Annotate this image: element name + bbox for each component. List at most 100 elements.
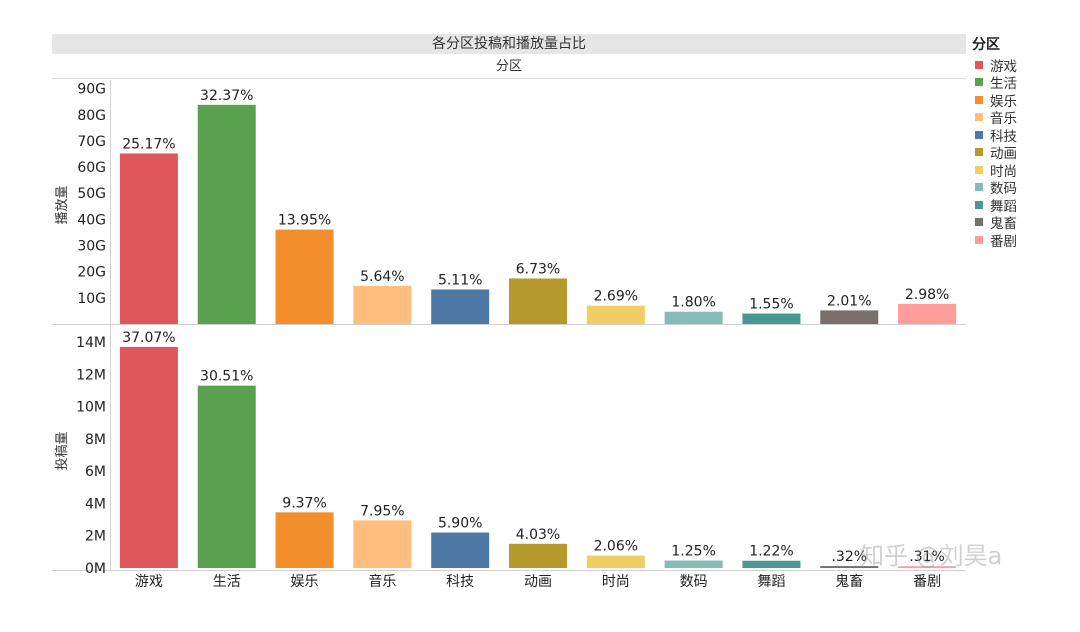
x-tick-label: 数码 [680, 574, 708, 590]
data-label: 2.06% [594, 539, 638, 555]
bar [431, 289, 490, 324]
bar [586, 305, 645, 324]
y-tick-label: 20G [77, 265, 106, 281]
data-label: 2.98% [905, 287, 949, 303]
legend-item: 舞蹈 [972, 196, 1072, 215]
legend-swatch [975, 148, 983, 157]
bar [586, 555, 645, 568]
bar [431, 532, 490, 568]
legend-label: 时尚 [990, 163, 1017, 180]
bar [275, 512, 334, 568]
x-tick-label: 音乐 [368, 573, 396, 590]
y-tick-label: 50G [77, 186, 106, 202]
data-label: 1.22% [749, 544, 793, 560]
legend-label: 科技 [990, 128, 1017, 145]
bar [664, 311, 723, 324]
legend-item: 时尚 [972, 161, 1072, 180]
bar [898, 303, 957, 324]
x-tick-label: 鬼畜 [835, 574, 863, 590]
y-tick-label: 6M [85, 464, 106, 480]
y-tick-label: 40G [77, 212, 106, 228]
legend-label: 生活 [990, 76, 1017, 93]
watermark: 知乎 @刘昊a [860, 542, 1003, 570]
legend-swatch [975, 235, 983, 244]
legend-swatch [975, 165, 983, 174]
x-tick-label: 番剧 [913, 574, 941, 590]
legend-label: 音乐 [990, 111, 1017, 128]
x-tick-label: 时尚 [602, 574, 630, 590]
y-axis-title: 播放量 [55, 185, 70, 224]
legend-label: 娱乐 [990, 93, 1017, 110]
bar [275, 229, 334, 324]
legend: 分区 游戏 生活 娱乐 音乐 科技 动画 时尚 数码 舞蹈 鬼畜 番剧 [972, 34, 1072, 250]
legend-item: 鬼畜 [972, 214, 1072, 232]
legend-item: 娱乐 [972, 91, 1072, 110]
legend-item: 游戏 [972, 56, 1072, 75]
chart-title: 各分区投稿和播放量占比 [52, 34, 966, 54]
data-label: 2.01% [827, 293, 871, 309]
y-tick-label: 10M [76, 400, 106, 416]
legend-label: 鬼畜 [990, 216, 1017, 233]
data-label: 25.17% [122, 136, 175, 152]
bar [119, 153, 178, 324]
data-label: 6.73% [516, 261, 560, 277]
bar [742, 313, 801, 324]
bar [353, 520, 412, 568]
bar [820, 310, 879, 324]
y-axis-title: 投稿量 [54, 431, 70, 470]
y-tick-label: 0M [85, 561, 106, 577]
bar [197, 385, 256, 568]
legend-label: 数码 [990, 181, 1017, 198]
data-label: 5.64% [360, 269, 404, 285]
legend-label: 游戏 [990, 58, 1017, 75]
bar [119, 346, 178, 568]
x-tick-label: 游戏 [135, 574, 163, 590]
bar [197, 104, 256, 324]
legend-title: 分区 [972, 37, 1000, 53]
y-tick-label: 14M [76, 335, 106, 351]
legend-item: 科技 [972, 126, 1072, 145]
legend-swatch [975, 200, 983, 209]
data-label: 1.55% [749, 297, 793, 313]
y-tick-label: 70G [77, 134, 106, 150]
data-label: 9.37% [282, 495, 326, 511]
legend-item: 生活 [972, 74, 1072, 92]
bar [664, 560, 723, 568]
data-label: 37.07% [122, 330, 175, 346]
legend-label: 动画 [990, 146, 1017, 163]
legend-label: 番剧 [990, 233, 1017, 250]
legend-swatch [975, 130, 983, 139]
data-label: 7.95% [360, 503, 404, 519]
legend-item: 番剧 [972, 231, 1072, 250]
legend-swatch [975, 95, 983, 104]
y-tick-label: 10G [77, 291, 106, 307]
data-label: 5.90% [438, 515, 482, 531]
data-label: 1.25% [671, 544, 715, 560]
y-tick-label: 30G [77, 239, 106, 255]
legend-swatch [975, 218, 983, 227]
y-tick-label: 60G [77, 160, 106, 176]
data-label: 32.37% [200, 88, 253, 104]
legend-label: 舞蹈 [990, 198, 1017, 215]
legend-item: 音乐 [972, 109, 1072, 127]
data-label: 4.03% [516, 527, 560, 543]
bar [742, 560, 801, 568]
y-tick-label: 8M [85, 432, 106, 448]
y-tick-label: 80G [77, 108, 106, 124]
x-tick-label: 舞蹈 [757, 574, 785, 590]
legend-items: 游戏 生活 娱乐 音乐 科技 动画 时尚 数码 舞蹈 鬼畜 番剧 [972, 56, 1072, 250]
bar [509, 278, 567, 324]
column-header: 分区 [52, 56, 966, 79]
legend-item: 动画 [972, 144, 1072, 162]
legend-swatch [975, 60, 983, 69]
legend-swatch [975, 78, 983, 87]
legend-swatch [975, 113, 983, 122]
y-tick-label: 90G [77, 82, 106, 98]
legend-swatch [975, 183, 983, 192]
x-tick-label: 娱乐 [291, 574, 319, 590]
data-label: 2.69% [594, 289, 638, 305]
data-label: 5.11% [438, 272, 482, 288]
y-tick-label: 4M [85, 496, 106, 512]
data-label: 1.80% [671, 295, 715, 311]
x-tick-label: 生活 [213, 574, 241, 590]
